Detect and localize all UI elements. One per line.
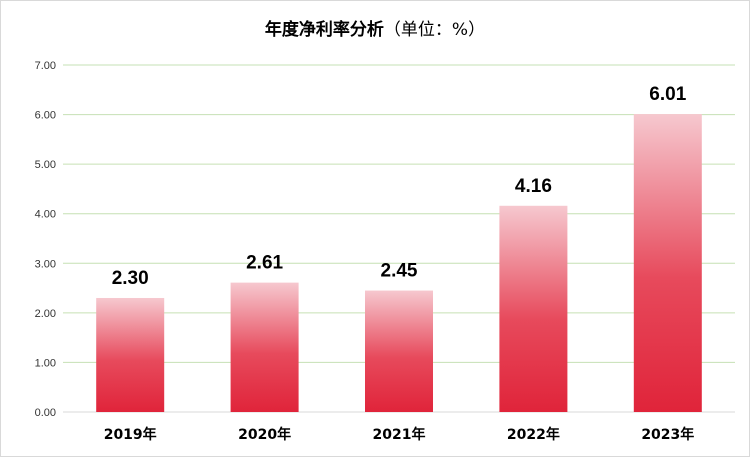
x-tick-label: 2019年 — [104, 426, 157, 443]
y-tick-label: 6.00 — [35, 110, 56, 122]
bar-2021年 — [365, 290, 433, 412]
bar-2019年 — [96, 297, 165, 412]
y-tick-label: 5.00 — [35, 159, 56, 171]
data-labels: 2.30 2.61 2.45 4.16 6.01 — [112, 84, 687, 289]
data-label: 4.16 — [515, 176, 552, 197]
data-label: 2.30 — [112, 268, 149, 289]
bar-2022年 — [499, 205, 568, 412]
y-tick-label: 0.00 — [35, 407, 56, 419]
x-axis-ticks: 2019年 2020年 2021年 2022年 2023年 — [104, 426, 695, 443]
y-tick-label: 3.00 — [35, 258, 56, 270]
x-tick-label: 2020年 — [238, 426, 291, 443]
data-label: 2.61 — [246, 253, 283, 274]
data-label: 6.01 — [649, 84, 686, 105]
bars — [96, 114, 702, 412]
y-tick-label: 1.00 — [35, 357, 56, 369]
y-tick-label: 4.00 — [35, 209, 56, 221]
bar-2020年 — [230, 282, 299, 412]
y-tick-label: 7.00 — [35, 60, 56, 72]
x-tick-label: 2023年 — [641, 426, 694, 443]
x-tick-label: 2021年 — [373, 426, 426, 443]
chart-unit-label: （单位：%） — [383, 20, 486, 40]
chart-title: 年度净利率分析（单位：%） — [0, 15, 750, 40]
y-axis-ticks: 0.00 1.00 2.00 3.00 4.00 5.00 6.00 7.00 — [35, 60, 56, 419]
y-tick-label: 2.00 — [35, 308, 56, 320]
x-tick-label: 2022年 — [507, 426, 560, 443]
data-label: 2.45 — [381, 261, 418, 282]
chart-title-text: 年度净利率分析 — [264, 20, 384, 40]
bar-2023年 — [633, 114, 702, 412]
